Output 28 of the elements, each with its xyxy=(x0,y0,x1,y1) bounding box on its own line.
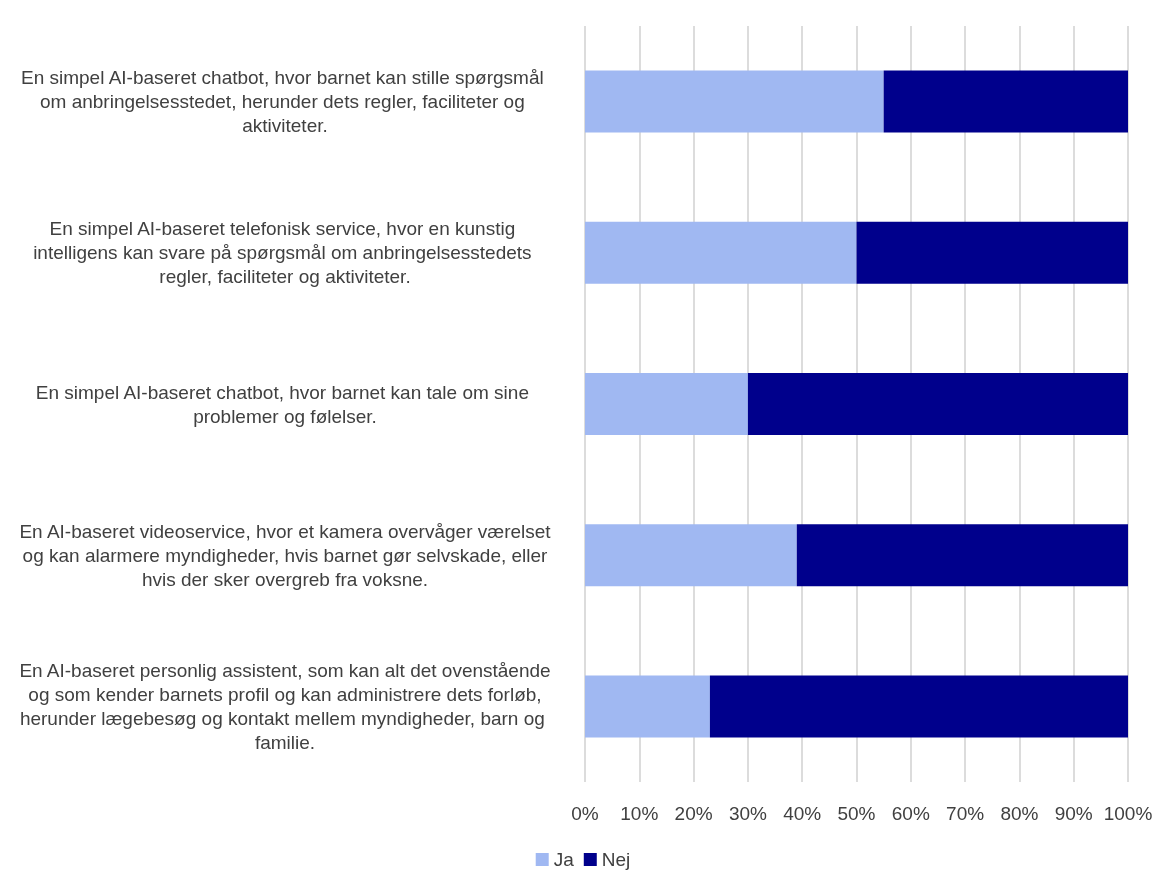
bar xyxy=(585,675,710,738)
bar xyxy=(883,70,1128,133)
x-tick-label: 100% xyxy=(1103,803,1153,824)
bar xyxy=(585,70,884,133)
x-tick-label: 90% xyxy=(1054,803,1093,824)
x-tick-label: 10% xyxy=(620,803,659,824)
bar xyxy=(585,524,797,587)
legend-label: Ja xyxy=(553,849,575,870)
x-tick-label: 70% xyxy=(946,803,985,824)
bar xyxy=(796,524,1128,587)
bar xyxy=(585,373,748,435)
y-tick-label: En simpel AI-baseret chatbot, hvor barnet kan tale om sine problemer og følelser. xyxy=(35,381,535,427)
bar xyxy=(709,675,1128,738)
x-tick-label: 30% xyxy=(728,803,768,824)
legend-label: Nej xyxy=(601,849,631,870)
bar xyxy=(856,221,1128,284)
x-tick-label: 40% xyxy=(783,803,822,824)
y-tick-label: En simpel AI-baseret chatbot, hvor barnet kan stille spørgsmål om anbringelsesstedet, herunder dets regler, faciliteter og aktiviteter. xyxy=(20,67,550,137)
x-tick-label: 0% xyxy=(571,803,599,824)
bar xyxy=(585,221,857,284)
x-tick-label: 60% xyxy=(891,803,930,824)
x-tick-label: 80% xyxy=(1000,803,1039,824)
y-tick-label: En simpel AI-baseret telefonisk service, hvor en kunstig intelligens kan svare på spørgsmål om anbringelsesstedets regler, faciliteter og aktiviteter. xyxy=(33,218,537,288)
y-tick-label: En AI-baseret videoservice, hvor et kamera overvåger værelset og kan alarmere myndigheder, hvis barnet gør selvskade, eller hvis der sker overgreb fra voksne. xyxy=(17,520,553,590)
x-tick-label: 50% xyxy=(837,803,876,824)
x-tick-label: 20% xyxy=(674,803,713,824)
y-tick-label: En AI-baseret personlig assistent, som kan alt det ovenstående og som kender barnets profil og kan administrere dets forløb, herunder lægebesøg og kontakt mellem myndigheder, barn og familie. xyxy=(19,659,551,753)
bar xyxy=(747,373,1128,435)
